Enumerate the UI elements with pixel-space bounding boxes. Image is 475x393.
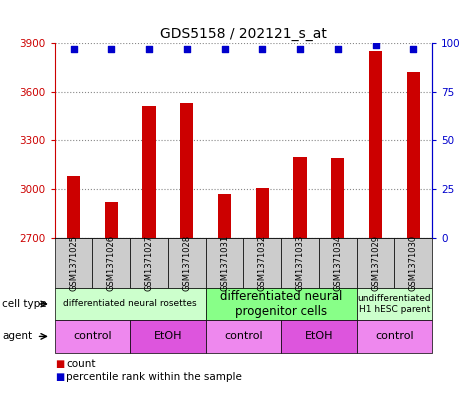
Text: GSM1371034: GSM1371034: [333, 235, 342, 291]
Text: ■: ■: [55, 359, 64, 369]
Text: GSM1371032: GSM1371032: [258, 235, 267, 291]
Text: GSM1371025: GSM1371025: [69, 235, 78, 291]
Text: EtOH: EtOH: [154, 331, 182, 342]
Text: agent: agent: [2, 331, 32, 342]
Text: percentile rank within the sample: percentile rank within the sample: [66, 372, 242, 382]
Text: GSM1371026: GSM1371026: [107, 235, 116, 291]
Bar: [369, 51, 382, 393]
Text: differentiated neural
progenitor cells: differentiated neural progenitor cells: [220, 290, 342, 318]
Text: GSM1371030: GSM1371030: [409, 235, 418, 291]
Text: control: control: [73, 331, 112, 342]
Point: [372, 42, 380, 48]
Bar: [142, 107, 156, 393]
Bar: [294, 157, 307, 393]
Text: undifferentiated
H1 hESC parent: undifferentiated H1 hESC parent: [358, 294, 431, 314]
Text: GSM1371029: GSM1371029: [371, 235, 380, 291]
Point: [145, 46, 153, 52]
Point: [334, 46, 342, 52]
Bar: [331, 158, 344, 393]
Text: control: control: [375, 331, 414, 342]
Bar: [67, 176, 80, 393]
Point: [107, 46, 115, 52]
Point: [258, 46, 266, 52]
Text: control: control: [224, 331, 263, 342]
Point: [221, 46, 228, 52]
Bar: [180, 103, 193, 393]
Text: EtOH: EtOH: [305, 331, 333, 342]
Text: GSM1371031: GSM1371031: [220, 235, 229, 291]
Bar: [218, 194, 231, 393]
Text: cell type: cell type: [2, 299, 47, 309]
Bar: [104, 202, 118, 393]
Title: GDS5158 / 202121_s_at: GDS5158 / 202121_s_at: [160, 27, 327, 41]
Bar: [256, 187, 269, 393]
Text: differentiated neural rosettes: differentiated neural rosettes: [63, 299, 197, 309]
Point: [183, 46, 190, 52]
Text: GSM1371033: GSM1371033: [295, 235, 304, 291]
Text: GSM1371028: GSM1371028: [182, 235, 191, 291]
Bar: [407, 72, 420, 393]
Point: [409, 46, 417, 52]
Point: [296, 46, 304, 52]
Text: GSM1371027: GSM1371027: [144, 235, 153, 291]
Text: ■: ■: [55, 372, 64, 382]
Text: count: count: [66, 359, 96, 369]
Point: [70, 46, 77, 52]
